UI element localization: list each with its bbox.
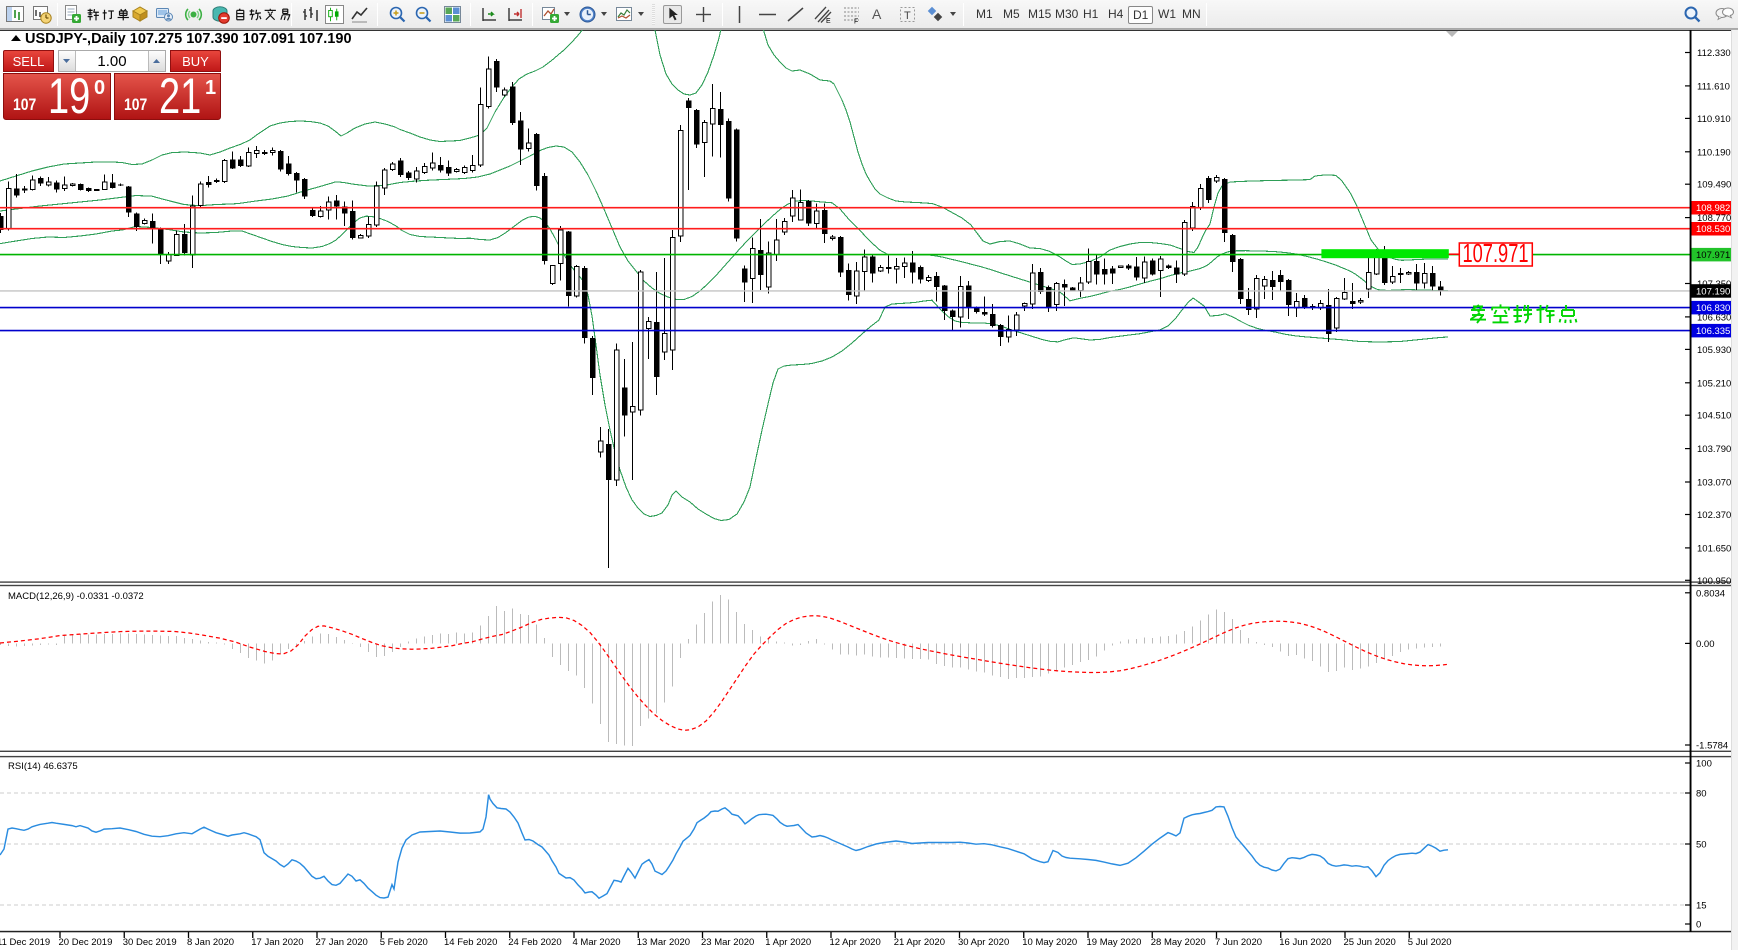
svg-text:106.335: 106.335 (1696, 326, 1730, 337)
svg-text:8 Jan 2020: 8 Jan 2020 (187, 937, 234, 948)
svg-text:10 May 2020: 10 May 2020 (1022, 937, 1077, 948)
svg-text:106.830: 106.830 (1696, 303, 1730, 314)
svg-text:102.370: 102.370 (1697, 510, 1731, 521)
svg-text:13 Mar 2020: 13 Mar 2020 (637, 937, 690, 948)
svg-text:30 Apr 2020: 30 Apr 2020 (958, 937, 1009, 948)
svg-text:24 Feb 2020: 24 Feb 2020 (508, 937, 561, 948)
svg-text:7 Jun 2020: 7 Jun 2020 (1215, 937, 1262, 948)
svg-text:MACD(12,26,9) -0.0331 -0.0372: MACD(12,26,9) -0.0331 -0.0372 (8, 591, 144, 602)
svg-text:F: F (854, 19, 858, 25)
svg-text:17 Jan 2020: 17 Jan 2020 (251, 937, 303, 948)
svg-text:28 May 2020: 28 May 2020 (1151, 937, 1206, 948)
svg-text:15: 15 (1696, 901, 1707, 912)
svg-text:5 Feb 2020: 5 Feb 2020 (380, 937, 428, 948)
svg-text:100: 100 (1696, 759, 1712, 770)
svg-text:108.982: 108.982 (1696, 203, 1730, 214)
svg-text:108.530: 108.530 (1696, 224, 1730, 235)
svg-text:107.971: 107.971 (1463, 238, 1529, 268)
svg-text:110.910: 110.910 (1697, 114, 1731, 125)
svg-text:105.930: 105.930 (1697, 345, 1731, 356)
svg-text:25 Jun 2020: 25 Jun 2020 (1344, 937, 1396, 948)
svg-text:30 Dec 2019: 30 Dec 2019 (123, 937, 177, 948)
svg-text:16 Jun 2020: 16 Jun 2020 (1279, 937, 1331, 948)
svg-text:RSI(14) 46.6375: RSI(14) 46.6375 (8, 761, 78, 772)
svg-text:5 Jul 2020: 5 Jul 2020 (1408, 937, 1452, 948)
svg-text:0: 0 (1696, 920, 1701, 931)
svg-text:23 Mar 2020: 23 Mar 2020 (701, 937, 754, 948)
svg-text:109.490: 109.490 (1697, 180, 1731, 191)
svg-text:-1.5784: -1.5784 (1696, 741, 1728, 752)
svg-text:4 Mar 2020: 4 Mar 2020 (573, 937, 621, 948)
svg-text:101.650: 101.650 (1697, 543, 1731, 554)
svg-text:T: T (904, 10, 911, 22)
svg-text:11 Dec 2019: 11 Dec 2019 (0, 937, 50, 948)
svg-text:110.190: 110.190 (1697, 147, 1731, 158)
svg-text:103.070: 103.070 (1697, 478, 1731, 489)
svg-text:108.770: 108.770 (1697, 213, 1731, 224)
svg-text:1 Apr 2020: 1 Apr 2020 (765, 937, 811, 948)
svg-text:104.510: 104.510 (1697, 411, 1731, 422)
svg-text:105.210: 105.210 (1697, 378, 1731, 389)
svg-text:19 May 2020: 19 May 2020 (1087, 937, 1142, 948)
svg-text:14 Feb 2020: 14 Feb 2020 (444, 937, 497, 948)
svg-text:50: 50 (1696, 840, 1707, 851)
svg-text:112.330: 112.330 (1697, 48, 1731, 59)
svg-text:107.971: 107.971 (1696, 250, 1730, 261)
svg-text:107.190: 107.190 (1696, 286, 1730, 297)
svg-text:106.630: 106.630 (1697, 312, 1731, 323)
svg-text:103.790: 103.790 (1697, 444, 1731, 455)
svg-text:100.950: 100.950 (1697, 576, 1731, 587)
svg-text:12 Apr 2020: 12 Apr 2020 (830, 937, 881, 948)
svg-text:111.610: 111.610 (1697, 81, 1730, 92)
svg-text:E: E (826, 18, 831, 24)
svg-text:80: 80 (1696, 789, 1707, 800)
svg-text:27 Jan 2020: 27 Jan 2020 (316, 937, 368, 948)
svg-text:20 Dec 2019: 20 Dec 2019 (59, 937, 113, 948)
svg-text:0.00: 0.00 (1696, 639, 1715, 650)
svg-text:21 Apr 2020: 21 Apr 2020 (894, 937, 945, 948)
svg-text:USDJPY-,Daily 107.275 107.390: USDJPY-,Daily 107.275 107.390 107.091 10… (25, 31, 352, 47)
svg-text:0.8034: 0.8034 (1696, 588, 1725, 599)
